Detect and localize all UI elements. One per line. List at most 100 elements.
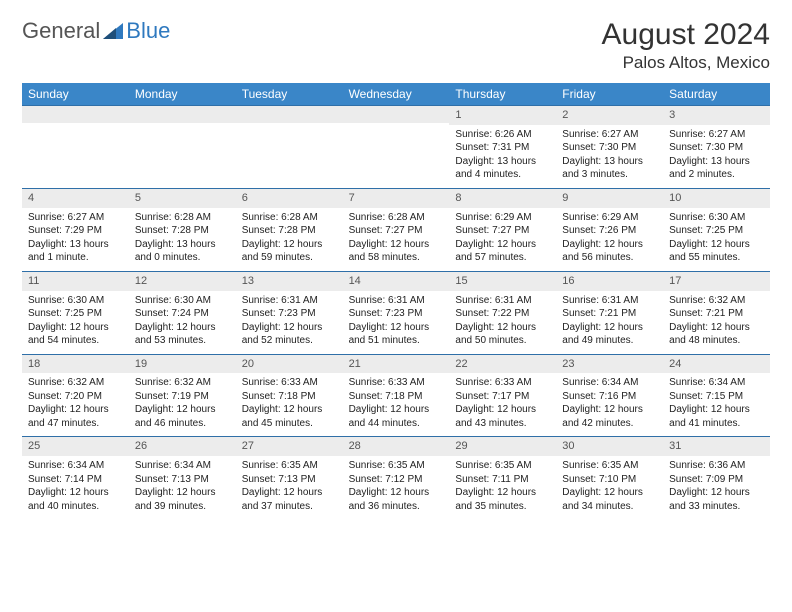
day-header-wednesday: Wednesday [343, 83, 450, 105]
day-header-sunday: Sunday [22, 83, 129, 105]
daylight-text: Daylight: 12 hours and 33 minutes. [669, 486, 764, 513]
day-number: 10 [663, 189, 770, 208]
daylight-text: Daylight: 12 hours and 40 minutes. [28, 486, 123, 513]
sunrise-text: Sunrise: 6:29 AM [455, 211, 550, 225]
daylight-text: Daylight: 12 hours and 43 minutes. [455, 403, 550, 430]
cell-content: Sunrise: 6:26 AMSunset: 7:31 PMDaylight:… [449, 125, 556, 188]
day-header-friday: Friday [556, 83, 663, 105]
cell-content: Sunrise: 6:35 AMSunset: 7:10 PMDaylight:… [556, 456, 663, 519]
sunset-text: Sunset: 7:12 PM [349, 473, 444, 487]
daylight-text: Daylight: 13 hours and 0 minutes. [135, 238, 230, 265]
day-number [22, 106, 129, 123]
sunset-text: Sunset: 7:24 PM [135, 307, 230, 321]
calendar-cell: 1Sunrise: 6:26 AMSunset: 7:31 PMDaylight… [449, 105, 556, 188]
calendar-cell: 13Sunrise: 6:31 AMSunset: 7:23 PMDayligh… [236, 271, 343, 354]
day-number: 23 [556, 355, 663, 374]
sunrise-text: Sunrise: 6:26 AM [455, 128, 550, 142]
daylight-text: Daylight: 12 hours and 45 minutes. [242, 403, 337, 430]
day-number: 21 [343, 355, 450, 374]
calendar-cell: 22Sunrise: 6:33 AMSunset: 7:17 PMDayligh… [449, 354, 556, 437]
cell-content: Sunrise: 6:36 AMSunset: 7:09 PMDaylight:… [663, 456, 770, 519]
day-number: 6 [236, 189, 343, 208]
cell-content [22, 123, 129, 181]
sunset-text: Sunset: 7:27 PM [455, 224, 550, 238]
sunset-text: Sunset: 7:28 PM [135, 224, 230, 238]
day-number: 16 [556, 272, 663, 291]
location-subtitle: Palos Altos, Mexico [602, 53, 770, 73]
sunset-text: Sunset: 7:23 PM [242, 307, 337, 321]
cell-content: Sunrise: 6:32 AMSunset: 7:20 PMDaylight:… [22, 373, 129, 436]
daylight-text: Daylight: 13 hours and 1 minute. [28, 238, 123, 265]
day-number: 30 [556, 437, 663, 456]
daylight-text: Daylight: 12 hours and 55 minutes. [669, 238, 764, 265]
calendar-cell: 12Sunrise: 6:30 AMSunset: 7:24 PMDayligh… [129, 271, 236, 354]
sunrise-text: Sunrise: 6:27 AM [562, 128, 657, 142]
sunset-text: Sunset: 7:16 PM [562, 390, 657, 404]
brand-blue-text: Blue [126, 18, 170, 44]
daylight-text: Daylight: 12 hours and 50 minutes. [455, 321, 550, 348]
calendar-cell [236, 105, 343, 188]
sunset-text: Sunset: 7:27 PM [349, 224, 444, 238]
daylight-text: Daylight: 12 hours and 37 minutes. [242, 486, 337, 513]
sunrise-text: Sunrise: 6:31 AM [242, 294, 337, 308]
cell-content: Sunrise: 6:31 AMSunset: 7:23 PMDaylight:… [236, 291, 343, 354]
sunset-text: Sunset: 7:25 PM [28, 307, 123, 321]
day-number: 14 [343, 272, 450, 291]
daylight-text: Daylight: 12 hours and 48 minutes. [669, 321, 764, 348]
day-number [343, 106, 450, 123]
sunset-text: Sunset: 7:22 PM [455, 307, 550, 321]
daylight-text: Daylight: 12 hours and 59 minutes. [242, 238, 337, 265]
calendar-body: 1Sunrise: 6:26 AMSunset: 7:31 PMDaylight… [22, 105, 770, 519]
daylight-text: Daylight: 12 hours and 49 minutes. [562, 321, 657, 348]
sunset-text: Sunset: 7:18 PM [349, 390, 444, 404]
cell-content: Sunrise: 6:27 AMSunset: 7:30 PMDaylight:… [556, 125, 663, 188]
daylight-text: Daylight: 12 hours and 44 minutes. [349, 403, 444, 430]
sunrise-text: Sunrise: 6:30 AM [135, 294, 230, 308]
sunset-text: Sunset: 7:20 PM [28, 390, 123, 404]
sunset-text: Sunset: 7:13 PM [242, 473, 337, 487]
calendar-cell: 3Sunrise: 6:27 AMSunset: 7:30 PMDaylight… [663, 105, 770, 188]
daylight-text: Daylight: 12 hours and 42 minutes. [562, 403, 657, 430]
day-number: 9 [556, 189, 663, 208]
daylight-text: Daylight: 12 hours and 51 minutes. [349, 321, 444, 348]
sunrise-text: Sunrise: 6:32 AM [669, 294, 764, 308]
calendar-cell: 21Sunrise: 6:33 AMSunset: 7:18 PMDayligh… [343, 354, 450, 437]
sunset-text: Sunset: 7:21 PM [669, 307, 764, 321]
day-header-tuesday: Tuesday [236, 83, 343, 105]
calendar-cell: 8Sunrise: 6:29 AMSunset: 7:27 PMDaylight… [449, 188, 556, 271]
sunset-text: Sunset: 7:21 PM [562, 307, 657, 321]
daylight-text: Daylight: 12 hours and 47 minutes. [28, 403, 123, 430]
cell-content: Sunrise: 6:30 AMSunset: 7:25 PMDaylight:… [663, 208, 770, 271]
cell-content: Sunrise: 6:34 AMSunset: 7:16 PMDaylight:… [556, 373, 663, 436]
day-number: 17 [663, 272, 770, 291]
sunset-text: Sunset: 7:31 PM [455, 141, 550, 155]
calendar-cell: 25Sunrise: 6:34 AMSunset: 7:14 PMDayligh… [22, 436, 129, 519]
calendar-page: General Blue August 2024 Palos Altos, Me… [0, 0, 792, 537]
cell-content: Sunrise: 6:30 AMSunset: 7:24 PMDaylight:… [129, 291, 236, 354]
day-number: 26 [129, 437, 236, 456]
day-number: 12 [129, 272, 236, 291]
cell-content: Sunrise: 6:32 AMSunset: 7:21 PMDaylight:… [663, 291, 770, 354]
day-number: 5 [129, 189, 236, 208]
title-block: August 2024 Palos Altos, Mexico [602, 18, 770, 73]
daylight-text: Daylight: 12 hours and 56 minutes. [562, 238, 657, 265]
calendar-cell: 26Sunrise: 6:34 AMSunset: 7:13 PMDayligh… [129, 436, 236, 519]
cell-content: Sunrise: 6:28 AMSunset: 7:28 PMDaylight:… [236, 208, 343, 271]
sunrise-text: Sunrise: 6:34 AM [135, 459, 230, 473]
day-number [129, 106, 236, 123]
sunrise-text: Sunrise: 6:27 AM [669, 128, 764, 142]
cell-content: Sunrise: 6:34 AMSunset: 7:14 PMDaylight:… [22, 456, 129, 519]
sunset-text: Sunset: 7:14 PM [28, 473, 123, 487]
sunrise-text: Sunrise: 6:31 AM [455, 294, 550, 308]
calendar-cell: 5Sunrise: 6:28 AMSunset: 7:28 PMDaylight… [129, 188, 236, 271]
calendar-cell: 29Sunrise: 6:35 AMSunset: 7:11 PMDayligh… [449, 436, 556, 519]
sunrise-text: Sunrise: 6:32 AM [135, 376, 230, 390]
calendar-cell: 7Sunrise: 6:28 AMSunset: 7:27 PMDaylight… [343, 188, 450, 271]
cell-content: Sunrise: 6:31 AMSunset: 7:22 PMDaylight:… [449, 291, 556, 354]
calendar-cell: 6Sunrise: 6:28 AMSunset: 7:28 PMDaylight… [236, 188, 343, 271]
cell-content: Sunrise: 6:35 AMSunset: 7:12 PMDaylight:… [343, 456, 450, 519]
day-number: 4 [22, 189, 129, 208]
calendar-cell: 15Sunrise: 6:31 AMSunset: 7:22 PMDayligh… [449, 271, 556, 354]
day-number: 25 [22, 437, 129, 456]
calendar-cell: 31Sunrise: 6:36 AMSunset: 7:09 PMDayligh… [663, 436, 770, 519]
